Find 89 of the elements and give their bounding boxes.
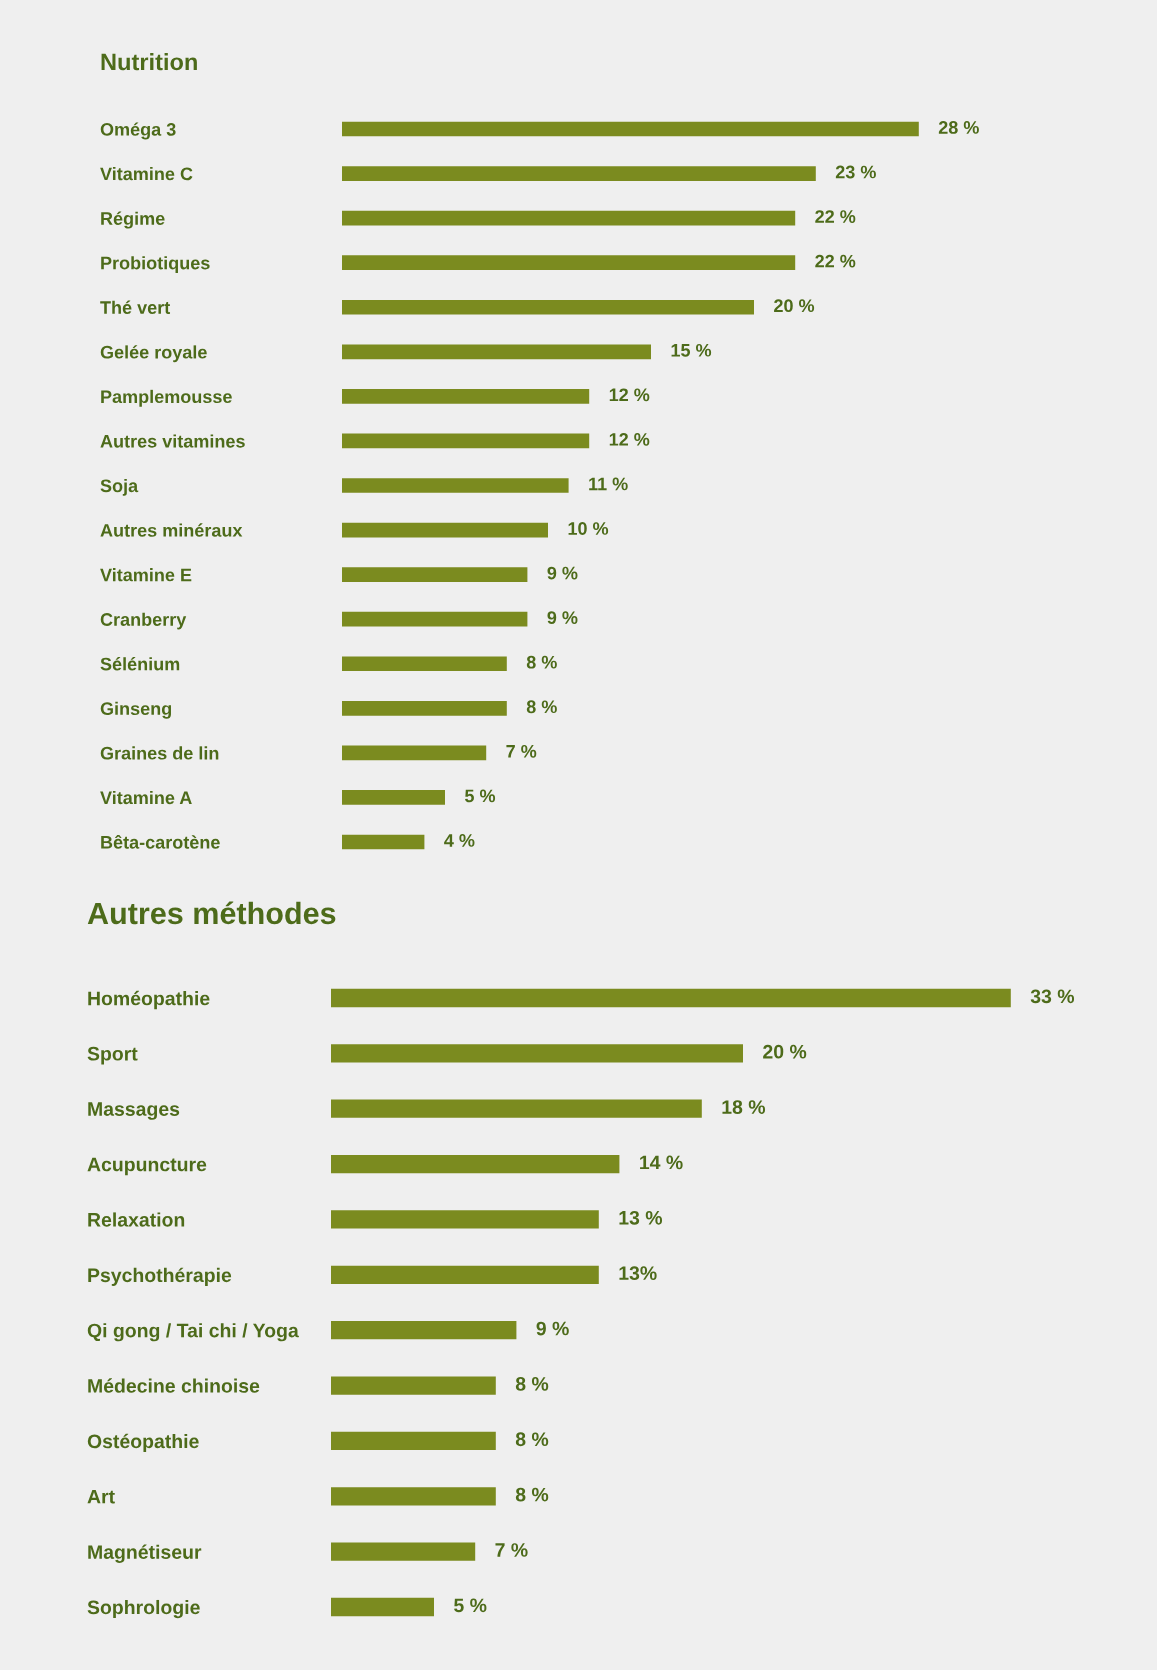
bar [331, 1099, 702, 1118]
bar [342, 478, 569, 493]
data-label: 5 % [465, 789, 496, 803]
bar [331, 1431, 496, 1451]
bar [342, 567, 528, 582]
bar [331, 1265, 599, 1284]
y-tick-label: Cranberry [100, 612, 187, 630]
text: Nutrition [101, 53, 197, 71]
y-tick-label: Art [87, 1489, 115, 1504]
bar [342, 522, 548, 538]
bar [342, 389, 590, 404]
y-tick-label: Acupuncture [87, 1157, 207, 1176]
y-tick-label: Autres vitamines [100, 434, 245, 448]
bar [342, 299, 754, 315]
bar [342, 611, 528, 627]
data-label: 13 % [619, 1210, 663, 1225]
y-tick-label: Vitamine E [100, 568, 192, 582]
y-tick-label: Magnétiseur [88, 1544, 202, 1563]
data-label: 12 % [609, 388, 650, 402]
data-label: 15 % [671, 343, 712, 357]
y-tick-label: Qi gong / Tai chi / Yoga [87, 1323, 299, 1342]
data-label: 8 % [515, 1487, 549, 1502]
data-label: 9 % [547, 611, 578, 625]
y-tick-label: Autres minéraux [100, 523, 243, 537]
data-label: 22 % [815, 254, 856, 268]
y-tick-label: Psychothérapie [88, 1267, 232, 1286]
data-label: 23 % [835, 165, 876, 179]
y-tick-label: Vitamine A [100, 790, 192, 805]
data-label: 8 % [515, 1377, 549, 1391]
y-tick-label: Thé vert [100, 300, 171, 314]
bar [342, 433, 590, 449]
data-label: 20 % [763, 1044, 807, 1059]
data-label: 8 % [515, 1432, 549, 1447]
y-tick-label: Gelée royale [100, 345, 207, 363]
y-tick-label: Vitamine C [100, 167, 193, 181]
y-tick-label: Ginseng [100, 701, 172, 719]
y-tick-label: Ostéopathie [87, 1433, 199, 1453]
data-label: 28 % [938, 121, 979, 134]
y-tick-label: Médecine chinoise [88, 1378, 260, 1393]
bar [342, 834, 425, 850]
data-label: 33 % [1030, 989, 1075, 1004]
data-label: 18 % [722, 1100, 766, 1114]
y-tick-label: Massages [88, 1102, 180, 1120]
bar [331, 1321, 517, 1340]
bar [342, 344, 651, 360]
bar [331, 1044, 743, 1063]
y-tick-label: Probiotiques [101, 256, 210, 273]
data-label: 7 % [495, 1543, 528, 1557]
y-tick-label: Soja [100, 478, 139, 496]
y-tick-label: Sport [87, 1046, 138, 1065]
y-tick-label: Oméga 3 [100, 122, 176, 140]
data-label: 9 % [536, 1321, 569, 1336]
bar [331, 1376, 496, 1395]
bar [342, 255, 796, 271]
data-label: 7 % [506, 744, 537, 758]
bar [342, 656, 507, 672]
bar [331, 1487, 496, 1506]
bar [342, 121, 919, 137]
bar [331, 1542, 476, 1561]
data-label: 8 % [526, 655, 557, 669]
y-tick-label: Bêta-carotène [101, 835, 220, 849]
y-tick-label: Relaxation [88, 1212, 185, 1227]
data-label: 9 % [547, 566, 578, 580]
data-label: 14 % [640, 1155, 683, 1170]
data-label: 10 % [568, 522, 609, 535]
bar [331, 1597, 434, 1617]
bar [331, 988, 1011, 1008]
y-tick-label: Graines de lin [100, 746, 219, 760]
bar [342, 745, 487, 761]
data-label: 5 % [454, 1598, 487, 1613]
data-label: 8 % [526, 700, 557, 714]
bar [342, 790, 445, 805]
y-tick-label: Pamplemousse [101, 389, 232, 407]
bar [331, 1154, 620, 1174]
y-tick-label: Sophrologie [87, 1599, 200, 1619]
bar [342, 210, 796, 226]
data-label: 4 % [444, 834, 475, 847]
y-tick-label: Homéopathie [88, 990, 210, 1010]
bar [331, 1210, 599, 1229]
y-tick-label: Régime [101, 211, 165, 229]
bar [342, 700, 507, 716]
data-label: 12 % [609, 433, 650, 446]
chart-title: Autres méthodes [87, 901, 336, 925]
bar [342, 166, 816, 181]
data-label: 22 % [815, 210, 856, 223]
y-tick-label: Sélénium [100, 657, 180, 671]
data-label: 11 % [589, 477, 628, 491]
data-label: 13% [619, 1266, 657, 1281]
data-label: 20 % [774, 299, 815, 313]
